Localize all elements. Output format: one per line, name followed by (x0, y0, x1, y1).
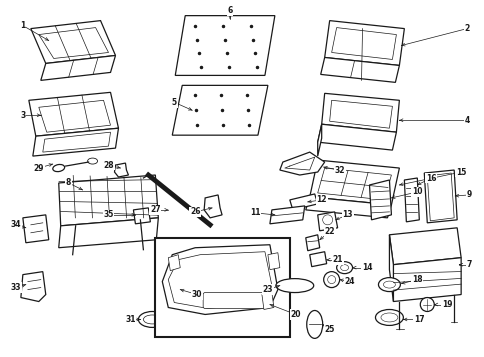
Polygon shape (389, 228, 460, 265)
Circle shape (323, 272, 339, 288)
Polygon shape (424, 170, 456, 223)
Text: 17: 17 (413, 315, 424, 324)
Text: 31: 31 (125, 315, 136, 324)
Text: 27: 27 (150, 205, 160, 214)
Polygon shape (324, 21, 404, 65)
Polygon shape (426, 173, 453, 221)
Polygon shape (39, 100, 110, 132)
Text: 15: 15 (455, 167, 466, 176)
Polygon shape (175, 16, 274, 75)
Text: 6: 6 (227, 6, 232, 15)
Text: 21: 21 (332, 255, 342, 264)
Text: 24: 24 (344, 277, 354, 286)
Ellipse shape (340, 265, 348, 271)
Polygon shape (59, 218, 158, 248)
Text: 16: 16 (425, 174, 436, 182)
Polygon shape (29, 92, 118, 136)
Text: 9: 9 (466, 190, 471, 200)
Polygon shape (305, 235, 319, 251)
Text: 1: 1 (20, 21, 26, 30)
Text: 28: 28 (103, 161, 114, 170)
Polygon shape (309, 160, 398, 205)
Ellipse shape (53, 165, 64, 172)
Ellipse shape (378, 278, 400, 292)
Polygon shape (267, 253, 279, 270)
Polygon shape (269, 206, 304, 224)
Text: 34: 34 (11, 220, 21, 229)
Polygon shape (404, 178, 419, 222)
Polygon shape (309, 252, 326, 267)
Polygon shape (204, 195, 222, 218)
Polygon shape (133, 208, 150, 224)
Text: 22: 22 (324, 227, 334, 236)
Circle shape (420, 297, 433, 311)
Ellipse shape (138, 311, 166, 327)
Polygon shape (321, 93, 398, 132)
Polygon shape (39, 27, 108, 59)
Text: 5: 5 (171, 98, 177, 107)
Polygon shape (320, 57, 398, 82)
Polygon shape (289, 194, 317, 210)
Polygon shape (114, 163, 128, 177)
Polygon shape (21, 272, 45, 302)
Text: 18: 18 (411, 275, 422, 284)
Polygon shape (261, 292, 273, 310)
Ellipse shape (275, 278, 313, 292)
Ellipse shape (383, 281, 394, 288)
Text: 12: 12 (316, 195, 326, 205)
Polygon shape (162, 245, 277, 315)
Text: 32: 32 (333, 166, 344, 175)
Text: 4: 4 (464, 116, 469, 125)
Text: 35: 35 (103, 210, 113, 219)
Ellipse shape (380, 313, 397, 322)
Ellipse shape (88, 158, 97, 164)
Text: 11: 11 (249, 208, 259, 217)
Polygon shape (317, 212, 337, 231)
Text: 20: 20 (290, 310, 301, 319)
Polygon shape (317, 124, 395, 150)
Polygon shape (41, 55, 115, 80)
Polygon shape (168, 255, 180, 271)
Text: 30: 30 (192, 290, 202, 299)
Polygon shape (43, 132, 110, 152)
Polygon shape (305, 197, 391, 218)
Polygon shape (31, 21, 115, 64)
Circle shape (327, 276, 335, 283)
Ellipse shape (336, 262, 352, 273)
Polygon shape (389, 235, 393, 302)
Polygon shape (331, 27, 395, 60)
Ellipse shape (375, 310, 403, 326)
Text: 33: 33 (11, 283, 21, 292)
Polygon shape (33, 128, 118, 156)
Circle shape (322, 215, 332, 225)
Text: 14: 14 (362, 263, 372, 272)
Polygon shape (369, 180, 391, 220)
Polygon shape (23, 215, 49, 243)
Text: 13: 13 (342, 210, 352, 219)
Text: 8: 8 (66, 178, 71, 187)
Polygon shape (165, 280, 190, 297)
FancyBboxPatch shape (203, 292, 266, 308)
Polygon shape (393, 258, 460, 302)
Polygon shape (329, 100, 392, 128)
Polygon shape (59, 175, 158, 226)
Ellipse shape (143, 315, 161, 324)
Text: 25: 25 (324, 325, 334, 334)
Polygon shape (317, 168, 391, 200)
Polygon shape (172, 85, 267, 135)
Polygon shape (279, 152, 324, 175)
Text: 19: 19 (441, 300, 452, 309)
Text: 3: 3 (20, 111, 26, 120)
Text: 2: 2 (464, 24, 469, 33)
Text: 29: 29 (33, 164, 44, 172)
Text: 7: 7 (466, 260, 471, 269)
Polygon shape (317, 124, 321, 156)
Text: 10: 10 (411, 187, 422, 196)
Bar (155, 238, 289, 337)
Text: 23: 23 (262, 285, 272, 294)
Text: 26: 26 (190, 207, 200, 216)
Ellipse shape (306, 311, 322, 338)
Polygon shape (168, 252, 272, 308)
